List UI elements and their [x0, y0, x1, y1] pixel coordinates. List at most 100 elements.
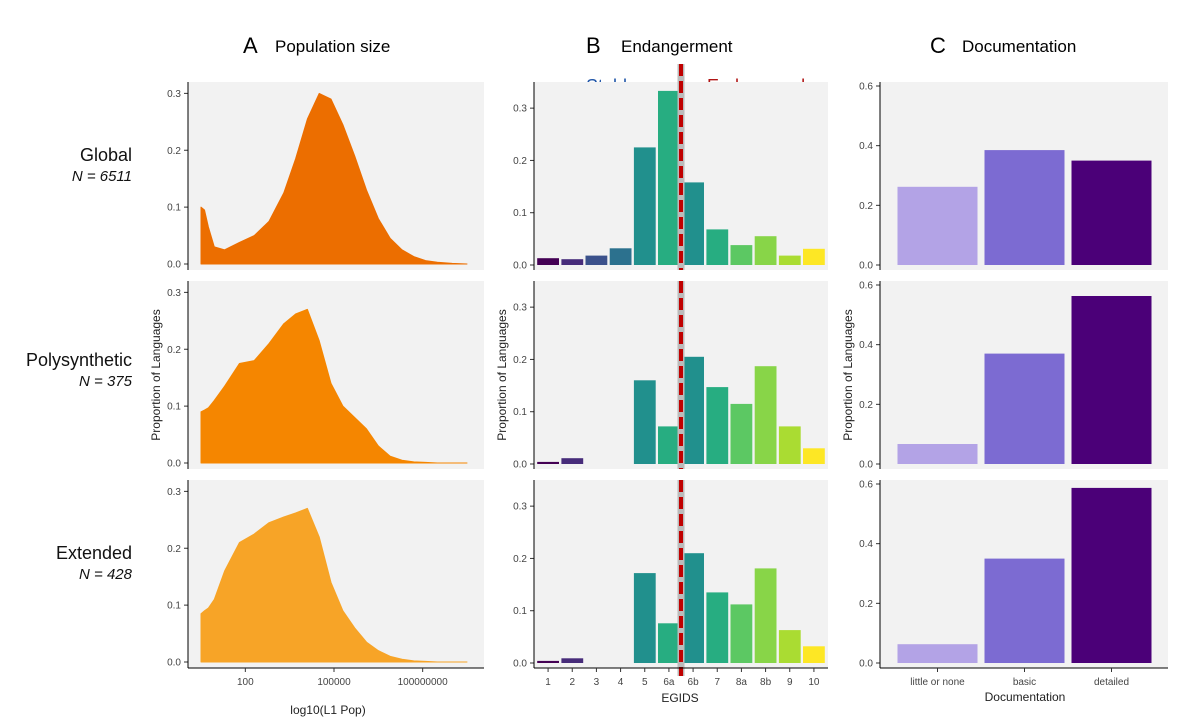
panel-a-xtick-label: 100000000: [398, 677, 448, 688]
panel-b-extended-bar-10: [803, 646, 825, 663]
panel-c-extended-bar-little-or-none: [897, 644, 978, 663]
panel-b-polysynthetic-bar-6b: [682, 356, 704, 464]
panel-b-extended-ytick-label: 0.3: [513, 502, 527, 513]
panel-a-global-density-area: [200, 92, 468, 265]
panel-b-xtick-label: 8b: [760, 677, 772, 688]
panel-c-global-ytick-label: 0.0: [859, 261, 873, 272]
panel-b-polysynthetic-bar-5: [633, 380, 656, 464]
panel-b-global-bar-8b: [754, 236, 777, 265]
panel-b-xtick-label: 6a: [663, 677, 675, 688]
panel-b-letter: B: [586, 33, 601, 58]
panel-a-global-ytick-label: 0.0: [167, 260, 181, 271]
panel-c-global-ytick-label: 0.2: [859, 201, 873, 212]
panel-c-xlabel: Documentation: [985, 690, 1066, 704]
panel-c-xtick-label: detailed: [1094, 677, 1129, 688]
panel-b-global-bar-5: [633, 147, 656, 265]
panel-b-xtick-label: 1: [545, 677, 551, 688]
panel-a-extended-ytick-label: 0.2: [167, 544, 181, 555]
panel-c-polysynthetic-bar-detailed: [1071, 296, 1152, 464]
panel-b-polysynthetic-bar-8b: [754, 366, 777, 464]
row-n-extended: N = 428: [79, 566, 133, 583]
panel-b-extended-bar-8b: [754, 568, 777, 663]
panel-a-xlabel: log10(L1 Pop): [290, 703, 365, 717]
panel-a-ylabel: Proportion of Languages: [149, 309, 163, 440]
panel-b-global-ytick-label: 0.3: [513, 104, 527, 115]
panel-b-global-ytick-label: 0.2: [513, 156, 527, 167]
panel-a-extended-ytick-label: 0.0: [167, 658, 181, 669]
panel-c-polysynthetic-bar-little-or-none: [897, 444, 978, 464]
panel-b-polysynthetic-bar-6a: [658, 426, 680, 464]
panel-b-extended-bar-7: [706, 592, 729, 663]
panel-a-polysynthetic-ytick-label: 0.0: [167, 459, 181, 470]
panel-b-extended-bar-6a: [658, 623, 680, 663]
panel-b-xtick-label: 6b: [688, 677, 700, 688]
panel-c-global-bar-little-or-none: [897, 186, 978, 265]
panel-b-xtick-label: 4: [618, 677, 624, 688]
panel-b-polysynthetic-bar-10: [803, 448, 825, 464]
panel-b-global-bar-6b: [682, 182, 704, 265]
panel-c-polysynthetic-ytick-label: 0.0: [859, 460, 873, 471]
panel-b-polysynthetic-bar-9: [778, 426, 801, 464]
panel-c-extended-ytick-label: 0.4: [859, 539, 873, 550]
panel-a-letter: A: [243, 33, 258, 58]
panel-c-extended-ytick-label: 0.2: [859, 599, 873, 610]
panel-b-global-bar-7: [706, 229, 729, 265]
panel-b-global-bar-6a: [658, 90, 680, 266]
panel-c-xtick-label: little or none: [910, 677, 965, 688]
panel-a-extended-ytick-label: 0.3: [167, 487, 181, 498]
panel-b-polysynthetic-bar-1: [537, 461, 559, 464]
panel-a-global-ytick-label: 0.1: [167, 203, 181, 214]
panel-c-title: Documentation: [962, 37, 1076, 56]
panel-b-global-bar-3: [585, 255, 608, 265]
panel-b-extended-bar-2: [561, 658, 584, 663]
panel-c-extended-bar-basic: [984, 558, 1065, 663]
panel-b-global-bar-8a: [730, 245, 753, 265]
panel-a-polysynthetic-ytick-label: 0.2: [167, 345, 181, 356]
panel-b-polysynthetic-bar-8a: [730, 403, 753, 464]
panel-a-xtick-label: 100000: [317, 677, 351, 688]
panel-c-ylabel: Proportion of Languages: [841, 309, 855, 440]
panel-b-global-ytick-label: 0.1: [513, 208, 527, 219]
panel-b-xtick-label: 3: [594, 677, 600, 688]
panel-c-global-ytick-label: 0.4: [859, 141, 873, 152]
panel-b-global-ytick-label: 0.0: [513, 261, 527, 272]
panel-c-polysynthetic-ytick-label: 0.6: [859, 281, 873, 292]
panel-a-polysynthetic-density-area: [200, 308, 468, 464]
panel-b-global-bar-4: [609, 248, 632, 265]
panel-c-extended-ytick-label: 0.0: [859, 659, 873, 670]
panel-c-global-bar-detailed: [1071, 160, 1152, 265]
row-label-extended: Extended: [56, 543, 132, 563]
panel-c-polysynthetic-bar-basic: [984, 353, 1065, 464]
panel-b-polysynthetic-ytick-label: 0.1: [513, 407, 527, 418]
panel-b-polysynthetic-ytick-label: 0.2: [513, 355, 527, 366]
panel-b-extended-bar-9: [778, 630, 801, 663]
panel-b-xtick-label: 9: [787, 677, 793, 688]
panel-a-xtick-label: 100: [237, 677, 254, 688]
panel-a-title: Population size: [275, 37, 390, 56]
panel-b-extended-bar-8a: [730, 604, 753, 663]
panel-c-extended-ytick-label: 0.6: [859, 480, 873, 491]
panel-c-extended-bar-detailed: [1071, 487, 1152, 663]
row-label-polysynthetic: Polysynthetic: [26, 350, 132, 370]
panel-b-ylabel: Proportion of Languages: [495, 309, 509, 440]
panel-a-extended-density-area: [200, 507, 468, 663]
panel-c-global-ytick-label: 0.6: [859, 82, 873, 93]
panel-b-extended-ytick-label: 0.2: [513, 554, 527, 565]
panel-b-global-bar-2: [561, 259, 584, 265]
panel-c-polysynthetic-ytick-label: 0.2: [859, 400, 873, 411]
row-n-polysynthetic: N = 375: [79, 373, 133, 390]
panel-b-xtick-label: 5: [642, 677, 648, 688]
panel-b-xtick-label: 7: [714, 677, 720, 688]
panel-b-extended-bar-5: [633, 573, 656, 663]
panel-b-extended-bar-1: [537, 660, 559, 663]
panel-c-xtick-label: basic: [1013, 677, 1036, 688]
panel-b-global-bar-10: [803, 248, 825, 265]
panel-b-title: Endangerment: [621, 37, 733, 56]
panel-b-global-bar-1: [537, 258, 559, 265]
panel-a-polysynthetic-ytick-label: 0.1: [167, 402, 181, 413]
panel-b-xtick-label: 2: [569, 677, 575, 688]
panel-c-global-bar-basic: [984, 150, 1065, 265]
panel-b-polysynthetic-ytick-label: 0.3: [513, 303, 527, 314]
panel-b-xtick-label: 8a: [736, 677, 748, 688]
